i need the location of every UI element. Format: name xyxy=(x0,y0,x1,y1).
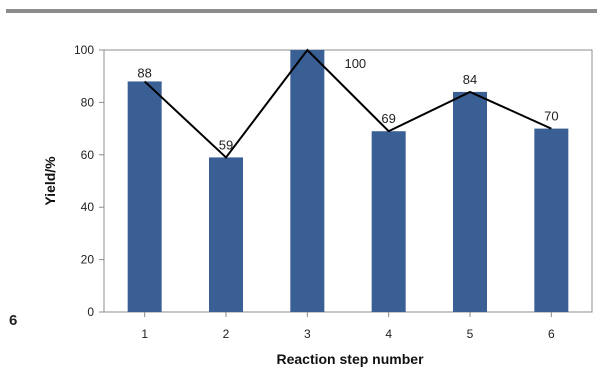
bar-step-2 xyxy=(209,157,243,312)
data-label-step-2: 59 xyxy=(219,137,233,152)
data-label-step-3: 100 xyxy=(344,56,366,71)
bar-step-1 xyxy=(127,81,162,312)
data-label-step-4: 69 xyxy=(381,111,395,126)
y-tick-label: 20 xyxy=(81,253,95,267)
x-tick-label: 3 xyxy=(304,327,311,341)
bar-step-4 xyxy=(371,131,406,312)
yield-trend-line xyxy=(143,48,552,159)
y-tick-label: 0 xyxy=(87,305,94,319)
x-axis-title: Reaction step number xyxy=(276,351,424,367)
y-tick-label: 80 xyxy=(81,95,95,109)
y-tick-label: 40 xyxy=(81,200,95,214)
x-tick-label: 5 xyxy=(467,327,474,341)
x-tick-label: 1 xyxy=(141,327,148,341)
plot-area-frame xyxy=(103,49,593,313)
y-tick-label: 60 xyxy=(81,148,95,162)
x-tick-label: 4 xyxy=(385,327,392,341)
bar-step-3 xyxy=(290,50,325,312)
data-label-step-6: 70 xyxy=(544,109,558,124)
figure-number: 6 xyxy=(9,312,18,329)
x-tick-label: 6 xyxy=(548,327,555,341)
top-divider xyxy=(6,9,597,13)
data-label-step-1: 88 xyxy=(137,65,151,80)
bar-step-6 xyxy=(534,128,569,312)
y-tick-label: 100 xyxy=(74,43,94,57)
data-label-step-5: 84 xyxy=(463,72,477,87)
x-tick-label: 2 xyxy=(223,327,230,341)
y-axis-title: Yield/% xyxy=(42,156,58,206)
bar-step-5 xyxy=(453,91,487,312)
